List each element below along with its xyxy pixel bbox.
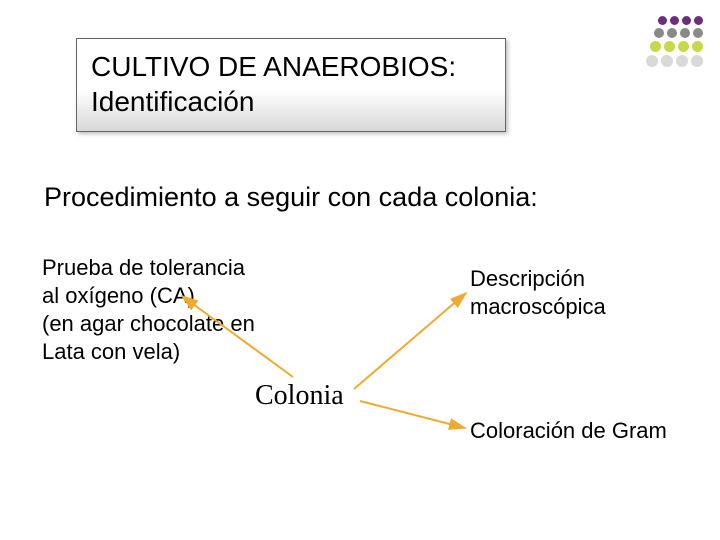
left-text-block: Prueba de tolerancia al oxígeno (CA) (en… (42, 254, 255, 367)
dot (646, 55, 658, 67)
dot (676, 55, 688, 67)
corner-dots (644, 14, 704, 68)
subtitle: Procedimiento a seguir con cada colonia: (44, 182, 538, 213)
arrow-3 (360, 401, 465, 428)
dot (664, 41, 675, 52)
title-line-2: Identificación (91, 84, 491, 119)
title-line-1: CULTIVO DE ANAEROBIOS: (91, 49, 491, 84)
dot (678, 41, 689, 52)
dot-row (644, 39, 704, 53)
dot (682, 16, 691, 25)
right1-line-1: Descripción (470, 265, 606, 293)
dot (661, 55, 673, 67)
center-word: Colonia (255, 380, 344, 412)
left-line-3: (en agar chocolate en (42, 310, 255, 338)
dot (667, 28, 677, 38)
dot-row (644, 26, 704, 39)
dot-row (644, 53, 704, 68)
dot (680, 28, 690, 38)
dot (693, 28, 703, 38)
arrow-2 (354, 293, 466, 389)
dot (692, 41, 703, 52)
dot (670, 16, 679, 25)
dot (654, 28, 664, 38)
left-line-4: Lata con vela) (42, 338, 255, 366)
dot (650, 41, 661, 52)
dot (691, 55, 703, 67)
dot-row (644, 14, 704, 26)
right-text-block-2: Coloración de Gram (470, 418, 667, 444)
dot (694, 16, 703, 25)
dot (658, 16, 667, 25)
right-text-block-1: Descripción macroscópica (470, 265, 606, 321)
left-line-1: Prueba de tolerancia (42, 254, 255, 282)
title-box: CULTIVO DE ANAEROBIOS: Identificación (76, 38, 506, 132)
left-line-2: al oxígeno (CA) (42, 282, 255, 310)
right1-line-2: macroscópica (470, 293, 606, 321)
